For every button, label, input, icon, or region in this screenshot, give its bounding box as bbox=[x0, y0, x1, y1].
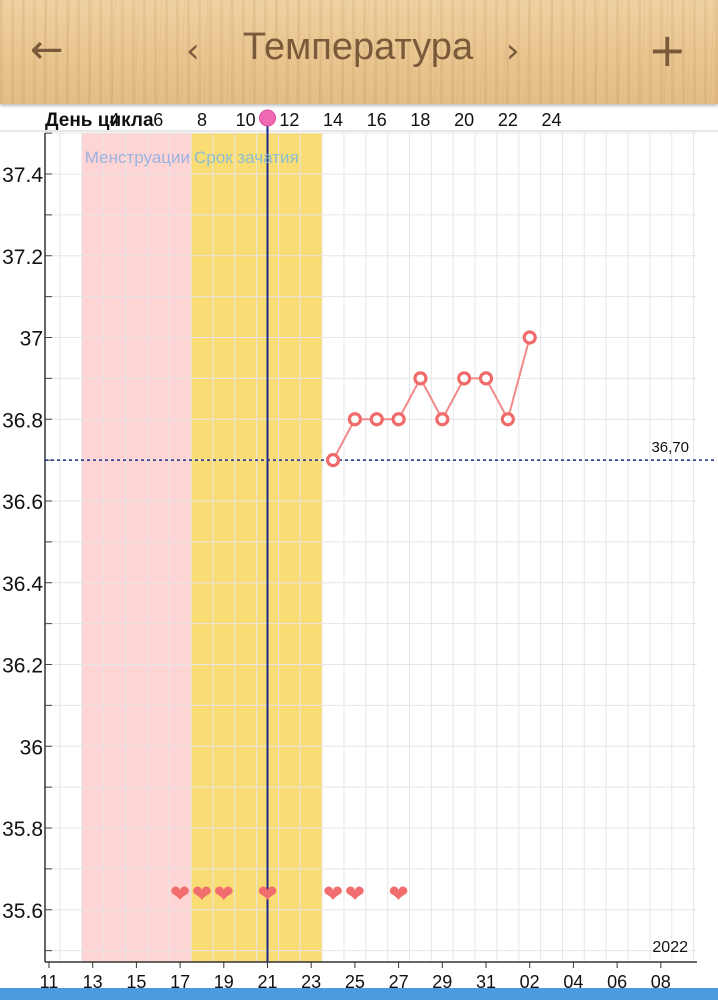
data-point bbox=[500, 412, 515, 427]
back-arrow-icon[interactable]: ← bbox=[30, 27, 64, 73]
cycle-day-label: 6 bbox=[153, 110, 163, 130]
y-tick-label: 37.4 bbox=[2, 164, 43, 187]
cycle-day-label: 18 bbox=[410, 110, 430, 130]
data-point bbox=[478, 371, 494, 386]
page-title: Температура bbox=[242, 26, 474, 68]
data-point bbox=[413, 371, 428, 386]
current-day-marker bbox=[259, 109, 276, 127]
date-label: 08 bbox=[651, 972, 671, 988]
cycle-day-label: 14 bbox=[323, 110, 343, 130]
y-tick-label: 36.4 bbox=[2, 573, 43, 596]
chevron-left-icon[interactable]: ‹ bbox=[186, 31, 200, 71]
data-point bbox=[369, 412, 384, 427]
date-label: 13 bbox=[83, 972, 103, 988]
heart-icon: ❤ bbox=[345, 880, 365, 908]
cycle-day-label: 8 bbox=[197, 110, 207, 130]
data-point bbox=[457, 371, 472, 386]
y-tick-label: 36.8 bbox=[2, 409, 43, 432]
heart-icon: ❤ bbox=[389, 880, 409, 908]
heart-icon: ❤ bbox=[192, 880, 212, 908]
chevron-right-icon[interactable]: › bbox=[506, 31, 520, 71]
heart-icon: ❤ bbox=[170, 880, 190, 908]
y-tick-label: 37 bbox=[20, 328, 43, 351]
year-label: 2022 bbox=[652, 939, 688, 956]
date-label: 29 bbox=[432, 972, 452, 988]
date-label: 31 bbox=[476, 972, 496, 988]
cycle-day-label: 24 bbox=[542, 110, 562, 130]
data-point bbox=[325, 453, 341, 468]
date-label: 15 bbox=[126, 972, 146, 988]
date-label: 23 bbox=[301, 972, 321, 988]
date-label: 27 bbox=[389, 972, 409, 988]
date-label: 11 bbox=[40, 972, 59, 988]
date-label: 06 bbox=[607, 972, 627, 988]
cycle-day-label: 4 bbox=[110, 110, 120, 130]
cycle-day-label: 10 bbox=[236, 110, 256, 130]
y-tick-label: 36.6 bbox=[2, 491, 43, 514]
baseline-label: 36,70 bbox=[651, 439, 689, 456]
heart-icon: ❤ bbox=[214, 880, 234, 908]
data-point bbox=[391, 412, 406, 427]
date-label: 04 bbox=[563, 972, 583, 988]
y-tick-label: 36 bbox=[20, 736, 43, 759]
data-point bbox=[522, 330, 537, 345]
bottom-bar bbox=[0, 988, 718, 1000]
plus-icon[interactable]: + bbox=[648, 23, 687, 77]
band-label: Менструации bbox=[85, 148, 190, 167]
y-tick-label: 37.2 bbox=[2, 246, 43, 269]
y-tick-label: 35.6 bbox=[2, 900, 43, 923]
band-label: Срок зачатия bbox=[194, 148, 299, 167]
date-label: 19 bbox=[214, 972, 234, 988]
x-axis-title: День цикла bbox=[45, 110, 154, 131]
cycle-day-label: 12 bbox=[279, 110, 299, 130]
cycle-day-label: 20 bbox=[454, 110, 474, 130]
cycle-day-label: 16 bbox=[367, 110, 387, 130]
phase-band bbox=[81, 133, 192, 962]
app-header: ← ‹ Температура › + bbox=[0, 0, 718, 104]
date-label: 02 bbox=[520, 972, 540, 988]
date-label: 17 bbox=[170, 972, 190, 988]
date-label: 25 bbox=[345, 972, 365, 988]
heart-icon: ❤ bbox=[257, 880, 277, 908]
date-label: 21 bbox=[257, 972, 277, 988]
y-tick-label: 36.2 bbox=[2, 655, 43, 678]
heart-icon: ❤ bbox=[323, 880, 343, 908]
y-tick-label: 35.8 bbox=[2, 818, 43, 841]
temperature-line bbox=[332, 337, 531, 461]
data-point bbox=[347, 412, 362, 427]
data-point bbox=[435, 412, 450, 427]
cycle-day-label: 22 bbox=[498, 110, 518, 130]
